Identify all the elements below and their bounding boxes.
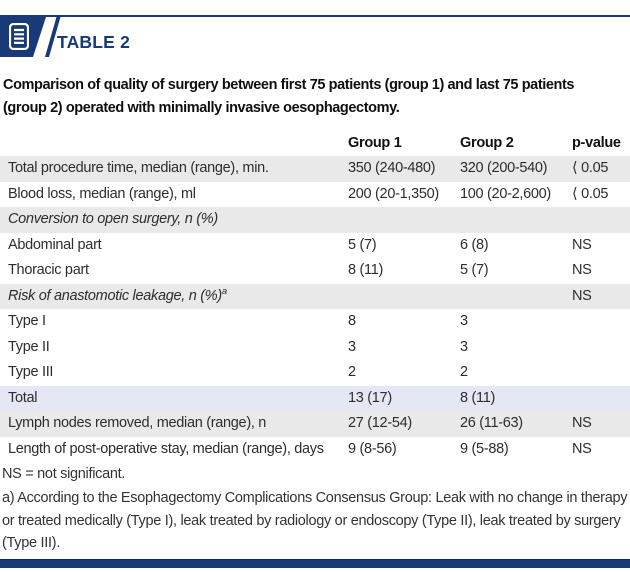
row-label: Length of post-operative stay, median (r… <box>0 437 348 463</box>
row-label: Lymph nodes removed, median (range), n <box>0 411 348 437</box>
row-label: Type III <box>0 360 348 386</box>
table-banner: TABLE 2 <box>0 17 630 57</box>
cell-group1: 27 (12-54) <box>348 415 412 431</box>
cell-pvalue: NS <box>572 262 592 278</box>
cell-group1: 3 <box>348 338 356 355</box>
cell-pvalue <box>572 207 630 233</box>
column-header-pvalue: p-value <box>572 135 621 151</box>
table-row: Total procedure time, median (range), mi… <box>0 156 630 182</box>
row-label-text: Type II <box>8 338 50 355</box>
cell-group2: 3 <box>460 338 468 355</box>
table-row: Type III 2 2 <box>0 360 630 386</box>
cell-group1: 8 <box>348 313 356 329</box>
header-spacer <box>0 131 348 156</box>
ns-abbreviation-note: NS = not significant. <box>2 466 126 482</box>
table-number-label: TABLE 2 <box>57 32 131 52</box>
table-row: Total 13 (17) 8 (11) <box>0 385 630 412</box>
column-header-group1: Group 1 <box>348 135 402 151</box>
cell-group1: 200 (20-1,350) <box>348 185 439 202</box>
row-label-text: Total procedure time, median (range), mi… <box>8 160 269 176</box>
cell-group1: 13 (17) <box>348 389 392 406</box>
row-label: Blood loss, median (range), ml <box>0 182 348 208</box>
cell-group2: 26 (11-63) <box>460 415 523 431</box>
row-label-text: Lymph nodes removed, median (range), n <box>8 415 267 431</box>
caption-line-1: Comparison of quality of surgery between… <box>3 77 575 93</box>
row-label: Abdominal part <box>0 233 348 259</box>
banner-flag <box>0 17 46 57</box>
row-label: Thoracic part <box>0 258 348 284</box>
row-label-text: Risk of anastomotic leakage, n (%) <box>8 287 222 304</box>
row-label-text: Type III <box>8 364 54 380</box>
table-row: Type I 8 3 <box>0 309 630 335</box>
document-lines-icon <box>9 23 29 50</box>
cell-pvalue: NS <box>572 236 592 253</box>
cell-pvalue: NS <box>572 287 592 304</box>
table-row: Lymph nodes removed, median (range), n 27… <box>0 411 630 437</box>
row-label-text: Conversion to open surgery, n (%) <box>8 211 218 227</box>
cell-pvalue <box>572 335 630 361</box>
cell-group1: 5 (7) <box>348 236 377 253</box>
cell-pvalue <box>572 309 630 335</box>
column-header-group2: Group 2 <box>460 135 514 151</box>
cell-group1: 9 (8-56) <box>348 440 397 457</box>
table-body: Total procedure time, median (range), mi… <box>0 156 630 462</box>
cell-group2: 6 (8) <box>460 236 489 253</box>
footnote-marker: a <box>221 285 227 297</box>
table-row: Blood loss, median (range), ml 200 (20-1,… <box>0 181 630 208</box>
table-row: Type II 3 3 <box>0 334 630 361</box>
cell-group2: 100 (20-2,600) <box>460 185 551 202</box>
cell-group1: 8 (11) <box>348 262 384 278</box>
row-label: Type II <box>0 335 348 361</box>
row-label-text: Abdominal part <box>8 236 102 253</box>
cell-group1 <box>348 207 460 233</box>
cell-group1: 2 <box>348 364 356 380</box>
cell-group2: 8 (11) <box>460 389 496 406</box>
row-label-text: Blood loss, median (range), ml <box>8 185 196 202</box>
cell-pvalue: NS <box>572 415 592 431</box>
bottom-rule <box>0 559 630 568</box>
table-caption: Comparison of quality of surgery between… <box>3 74 629 119</box>
table-row: Length of post-operative stay, median (r… <box>0 436 630 463</box>
row-label-text: Thoracic part <box>8 262 89 278</box>
cell-group2 <box>460 207 572 233</box>
cell-group2 <box>460 284 572 310</box>
cell-pvalue: NS <box>572 440 592 457</box>
row-label: Type I <box>0 309 348 335</box>
table-header-row: Group 1 Group 2 p-value <box>0 131 630 156</box>
cell-group1 <box>348 284 460 310</box>
top-rule <box>0 15 630 17</box>
cell-group2: 5 (7) <box>460 262 489 278</box>
cell-group2: 2 <box>460 364 468 380</box>
cell-group1: 350 (240-480) <box>348 160 436 176</box>
cell-pvalue: ⟨ 0.05 <box>572 160 609 176</box>
cell-pvalue <box>572 360 630 386</box>
cell-group2: 320 (200-540) <box>460 160 548 176</box>
row-label: Conversion to open surgery, n (%) <box>0 207 348 233</box>
cell-pvalue: ⟨ 0.05 <box>572 185 609 202</box>
row-label: Risk of anastomotic leakage, n (%)a <box>0 284 348 310</box>
cell-group2: 9 (5-88) <box>460 440 509 457</box>
row-label: Total <box>0 386 348 412</box>
table-row: Conversion to open surgery, n (%) <box>0 207 630 233</box>
table-row: Risk of anastomotic leakage, n (%)a NS <box>0 283 630 310</box>
table-row: Thoracic part 8 (11) 5 (7) NS <box>0 258 630 284</box>
caption-line-2: (group 2) operated with minimally invasi… <box>3 99 400 116</box>
row-label-text: Total <box>8 389 38 406</box>
table-row: Abdominal part 5 (7) 6 (8) NS <box>0 232 630 259</box>
cell-pvalue <box>572 386 630 412</box>
row-label-text: Length of post-operative stay, median (r… <box>8 440 324 457</box>
row-label-text: Type I <box>8 313 46 329</box>
table-footnotes: NS = not significant. a) According to th… <box>2 463 629 555</box>
row-label: Total procedure time, median (range), mi… <box>0 156 348 182</box>
comparison-table: Group 1 Group 2 p-value Total procedure … <box>0 131 630 462</box>
footnote-a: a) According to the Esophagectomy Compli… <box>2 490 628 552</box>
cell-group2: 3 <box>460 313 468 329</box>
